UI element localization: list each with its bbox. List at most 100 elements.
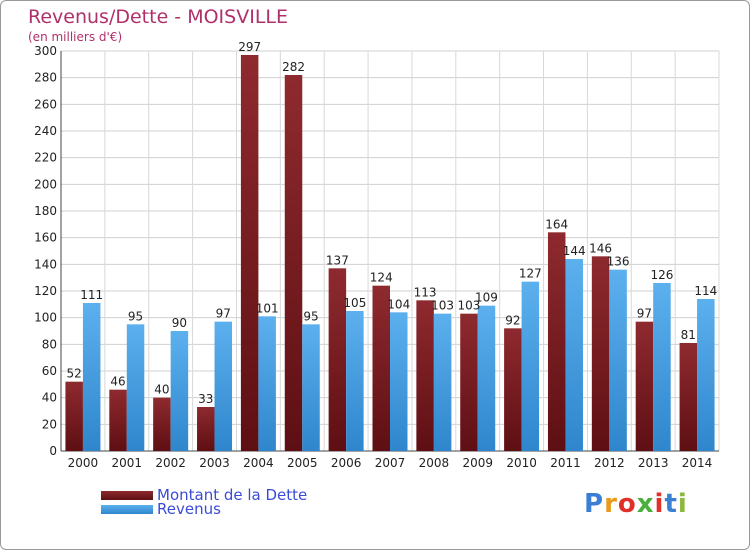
data-label: 33 <box>198 392 213 406</box>
bar-dette <box>504 328 522 451</box>
legend-label-debt: Montant de la Dette <box>157 486 308 504</box>
bar-revenus <box>653 283 671 451</box>
bar-revenus <box>126 324 145 451</box>
data-label: 113 <box>414 285 437 299</box>
data-label: 127 <box>519 267 542 281</box>
x-tick-label: 2005 <box>287 456 318 470</box>
bar-revenus <box>346 311 364 451</box>
y-tick-label: 200 <box>34 177 57 191</box>
y-tick-label: 80 <box>42 337 57 351</box>
data-label: 297 <box>238 40 261 54</box>
bar-dette <box>284 75 303 451</box>
bar-revenus <box>302 324 320 451</box>
data-label: 164 <box>545 217 568 231</box>
data-label: 104 <box>387 297 410 311</box>
chart-title: Revenus/Dette - MOISVILLE <box>28 6 288 28</box>
y-tick-label: 220 <box>34 151 57 165</box>
bar-dette <box>65 381 83 451</box>
bar-revenus <box>433 313 452 451</box>
x-tick-label: 2012 <box>594 456 625 470</box>
y-tick-label: 20 <box>42 417 57 431</box>
legend-label-revenus: Revenus <box>157 500 221 518</box>
legend-item-revenus: Revenus <box>101 500 221 518</box>
data-label: 103 <box>431 299 454 313</box>
data-label: 124 <box>370 271 393 285</box>
bar-revenus <box>82 303 101 451</box>
data-label: 137 <box>326 253 349 267</box>
logo-letter: o <box>617 489 637 519</box>
x-tick-label: 2007 <box>375 456 406 470</box>
logo-letter: P <box>584 489 605 519</box>
y-tick-label: 300 <box>34 44 57 58</box>
bar-revenus <box>565 259 583 451</box>
bar-dette <box>460 313 478 451</box>
bar-revenus <box>390 312 408 451</box>
x-tick-label: 2014 <box>682 456 713 470</box>
data-label: 114 <box>694 284 717 298</box>
data-label: 111 <box>80 288 103 302</box>
logo-letter: i <box>654 489 665 519</box>
data-label: 97 <box>216 307 231 321</box>
data-label: 282 <box>282 60 305 74</box>
data-label: 126 <box>650 268 673 282</box>
labels-layer: 0 20 40 60 80 100 120 140 160 180 200 220 240 260 280 3… <box>34 40 717 470</box>
data-label: 46 <box>110 375 125 389</box>
bar-dette <box>153 397 171 451</box>
bar-dette <box>547 232 566 451</box>
data-label: 40 <box>154 383 169 397</box>
y-tick-label: 260 <box>34 97 57 111</box>
x-tick-label: 2002 <box>155 456 186 470</box>
y-tick-label: 120 <box>34 284 57 298</box>
x-tick-label: 2004 <box>243 456 274 470</box>
y-tick-label: 100 <box>34 311 57 325</box>
x-tick-label: 2001 <box>112 456 143 470</box>
legend-item-debt: Montant de la Dette <box>101 486 308 504</box>
y-tick-label: 280 <box>34 71 57 85</box>
bar-revenus <box>170 331 189 451</box>
data-label: 103 <box>458 299 481 313</box>
x-tick-label: 2010 <box>506 456 537 470</box>
data-label: 109 <box>475 291 498 305</box>
data-label: 52 <box>67 367 82 381</box>
x-tick-label: 2009 <box>462 456 493 470</box>
bar-revenus <box>609 269 627 451</box>
bar-dette <box>635 321 654 451</box>
data-label: 146 <box>589 241 612 255</box>
bar-dette <box>591 256 610 451</box>
y-tick-label: 140 <box>34 257 57 271</box>
bar-dette <box>416 300 434 451</box>
data-label: 92 <box>505 313 520 327</box>
bar-dette <box>372 285 390 451</box>
data-label: 101 <box>256 301 279 315</box>
data-label: 97 <box>637 307 652 321</box>
x-tick-label: 2008 <box>419 456 450 470</box>
bar-dette <box>197 407 215 451</box>
x-tick-label: 2013 <box>638 456 669 470</box>
data-label: 90 <box>172 316 187 330</box>
bar-revenus <box>214 321 233 451</box>
logo-letter: t <box>664 489 678 519</box>
x-tick-label: 2000 <box>68 456 99 470</box>
data-label: 95 <box>303 309 318 323</box>
y-tick-label: 160 <box>34 231 57 245</box>
bar-dette <box>679 343 698 451</box>
y-tick-label: 180 <box>34 204 57 218</box>
bar-dette <box>328 268 347 451</box>
bar-dette <box>109 389 127 451</box>
y-tick-label: 60 <box>42 364 57 378</box>
bar-revenus <box>258 316 276 451</box>
bars-layer <box>65 55 715 451</box>
x-tick-label: 2011 <box>550 456 581 470</box>
proxiti-logo: Proxiti <box>584 489 688 519</box>
y-tick-label: 0 <box>49 444 57 458</box>
bar-dette <box>240 55 259 451</box>
chart-subtitle: (en milliers d'€) <box>28 30 123 44</box>
data-label: 144 <box>563 244 586 258</box>
logo-letter: i <box>677 489 688 519</box>
y-tick-label: 40 <box>42 391 57 405</box>
bar-revenus <box>697 299 715 451</box>
legend-swatch-revenus <box>101 504 153 514</box>
x-tick-label: 2003 <box>199 456 230 470</box>
